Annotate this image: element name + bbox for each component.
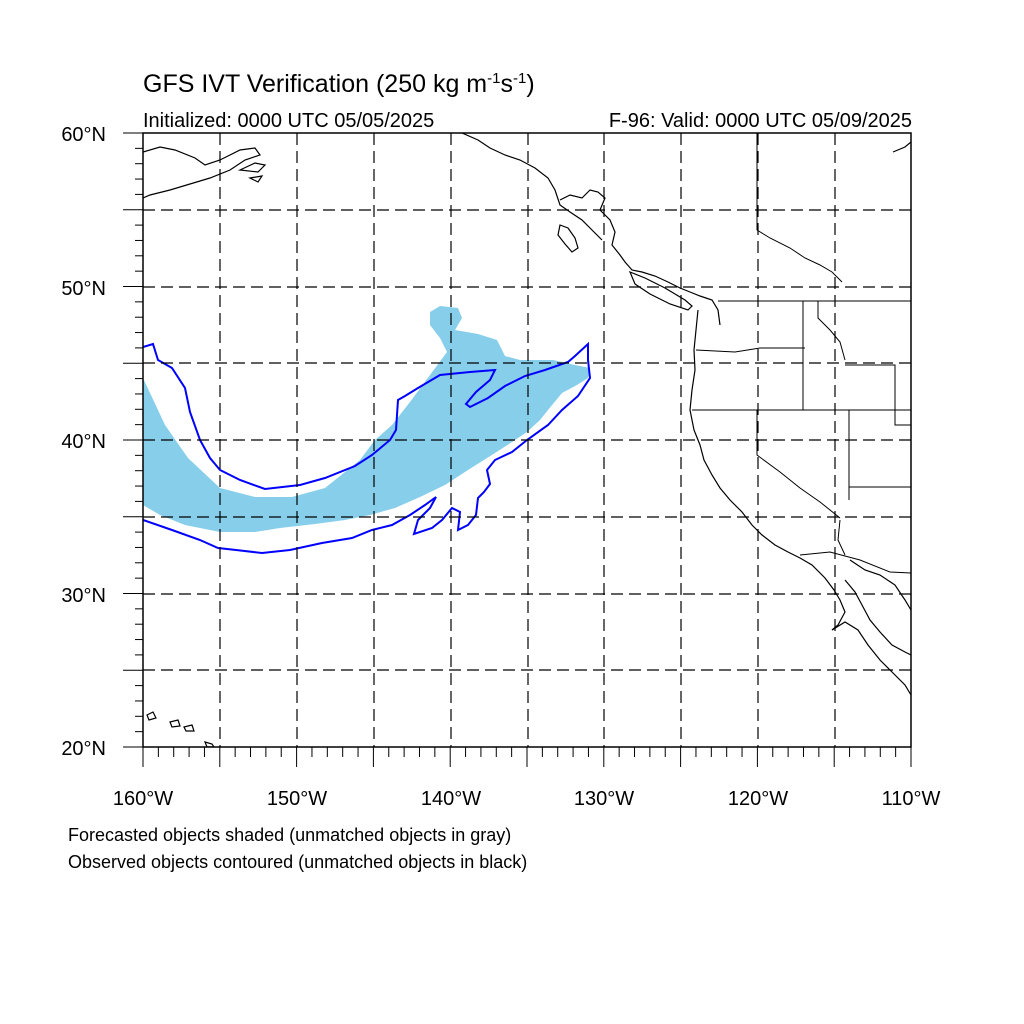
title-sup-2: -1 [512, 70, 527, 87]
coastline-northeast-corner [892, 141, 911, 153]
coastline-gulf-of-alaska [461, 133, 603, 241]
border-group [692, 133, 911, 574]
initialized-time: Initialized: 0000 UTC 05/05/2025 [143, 110, 435, 132]
coastline-group [143, 133, 911, 747]
title-sup-1: -1 [487, 70, 501, 87]
lat-label-60: 60°N [61, 124, 106, 146]
border-us-mexico [799, 551, 911, 574]
axis-ticks [123, 132, 912, 767]
coastline-haida-gwaii [557, 224, 579, 253]
border-montana-wyoming [845, 364, 911, 426]
lat-label-30: 30°N [61, 585, 106, 607]
coastline-british-columbia [559, 189, 721, 326]
lat-label-50: 50°N [61, 278, 106, 300]
lon-label-130w: 130°W [574, 788, 634, 810]
lat-label-20: 20°N [61, 738, 106, 760]
coastline-mexico-mainland [849, 559, 911, 611]
coastline-baja [831, 579, 911, 696]
border-california-nevada [756, 410, 841, 519]
coastline-alaska [143, 146, 261, 199]
border-arizona-west [837, 519, 846, 556]
coastline-vancouver-island [628, 270, 693, 311]
observed-legend-note: Observed objects contoured (unmatched ob… [68, 852, 528, 872]
border-idaho-west [802, 301, 846, 410]
main-title: GFS IVT Verification (250 kg m-1s-1) [143, 70, 535, 99]
forecast-legend-note: Forecasted objects shaded (unmatched obj… [68, 825, 512, 845]
title-prefix: GFS IVT Verification (250 kg m [143, 70, 488, 98]
plot-frame [142, 132, 912, 748]
coastline-alaska-islands [237, 162, 267, 183]
coastline-us-west [689, 309, 846, 631]
title-suffix: ) [526, 70, 535, 98]
valid-time: F-96: Valid: 0000 UTC 05/09/2025 [608, 110, 912, 132]
grid-lines [143, 133, 911, 747]
lat-label-40: 40°N [61, 431, 106, 453]
forecast-ivt-object [143, 306, 590, 532]
title-mid: s [500, 70, 513, 98]
lon-label-120w: 120°W [728, 788, 788, 810]
lon-label-150w: 150°W [267, 788, 327, 810]
lon-label-110w: 110°W [882, 788, 941, 810]
lon-label-160w: 160°W [113, 788, 173, 810]
lon-label-140w: 140°W [421, 788, 481, 810]
border-alaska-canada [756, 133, 843, 283]
coastline-hawaii [146, 711, 215, 747]
border-washington-oregon [695, 347, 805, 353]
observed-ivt-contour [143, 341, 592, 555]
